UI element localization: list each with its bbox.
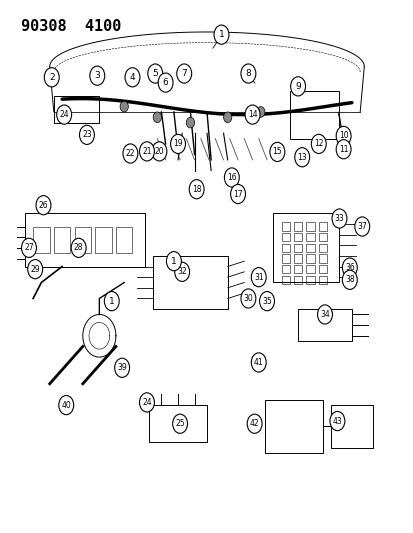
Text: 34: 34 [319, 310, 329, 319]
Circle shape [214, 25, 228, 44]
Text: 18: 18 [192, 185, 201, 193]
Text: 90308  4100: 90308 4100 [21, 19, 121, 34]
Circle shape [57, 105, 71, 124]
Text: 16: 16 [226, 173, 236, 182]
Text: 35: 35 [261, 297, 271, 305]
Text: 23: 23 [82, 131, 92, 139]
Text: 3: 3 [94, 71, 100, 80]
Circle shape [28, 260, 43, 279]
Text: 6: 6 [162, 78, 168, 87]
Circle shape [342, 258, 356, 277]
Text: 9: 9 [294, 82, 300, 91]
Text: 21: 21 [142, 147, 151, 156]
Circle shape [172, 414, 187, 433]
Text: 22: 22 [126, 149, 135, 158]
Text: 27: 27 [24, 244, 34, 252]
Circle shape [125, 68, 140, 87]
Circle shape [223, 112, 231, 123]
Circle shape [240, 64, 255, 83]
Circle shape [71, 238, 86, 257]
Text: 13: 13 [297, 153, 306, 161]
Circle shape [120, 101, 128, 112]
Text: 41: 41 [253, 358, 263, 367]
Text: 37: 37 [356, 222, 366, 231]
Circle shape [79, 125, 94, 144]
Circle shape [244, 105, 259, 124]
Text: 14: 14 [247, 110, 257, 119]
Circle shape [251, 268, 266, 287]
Circle shape [114, 358, 129, 377]
Circle shape [36, 196, 51, 215]
Circle shape [123, 144, 138, 163]
Text: 40: 40 [61, 401, 71, 409]
Text: 31: 31 [253, 273, 263, 281]
Circle shape [153, 112, 161, 123]
Circle shape [21, 238, 36, 257]
Circle shape [166, 252, 181, 271]
Circle shape [290, 77, 305, 96]
Circle shape [147, 64, 162, 83]
Text: 2: 2 [49, 73, 55, 82]
Circle shape [139, 142, 154, 161]
Circle shape [224, 168, 239, 187]
Text: 15: 15 [272, 148, 282, 156]
Circle shape [189, 180, 204, 199]
Text: 5: 5 [152, 69, 158, 78]
Text: 38: 38 [344, 276, 354, 284]
Text: 28: 28 [74, 244, 83, 252]
Circle shape [104, 292, 119, 311]
Text: 25: 25 [175, 419, 185, 428]
Circle shape [335, 126, 350, 146]
Circle shape [186, 117, 194, 128]
Text: 12: 12 [313, 140, 323, 148]
Text: 29: 29 [30, 265, 40, 273]
Circle shape [294, 148, 309, 167]
Circle shape [139, 393, 154, 412]
Circle shape [317, 305, 332, 324]
Circle shape [176, 64, 191, 83]
Circle shape [354, 217, 369, 236]
Text: 26: 26 [38, 201, 48, 209]
Circle shape [174, 262, 189, 281]
Circle shape [247, 414, 261, 433]
Text: 30: 30 [243, 294, 253, 303]
Circle shape [170, 134, 185, 154]
Circle shape [90, 66, 104, 85]
Circle shape [259, 292, 274, 311]
Circle shape [342, 270, 356, 289]
Text: 10: 10 [338, 132, 348, 140]
Text: 1: 1 [109, 297, 114, 305]
Circle shape [331, 209, 346, 228]
Text: 36: 36 [344, 263, 354, 272]
Text: 20: 20 [154, 147, 164, 156]
Text: 42: 42 [249, 419, 259, 428]
Circle shape [251, 353, 266, 372]
Text: 11: 11 [338, 145, 347, 154]
Circle shape [158, 73, 173, 92]
Circle shape [44, 68, 59, 87]
Text: 33: 33 [334, 214, 344, 223]
Circle shape [152, 142, 166, 161]
Text: 17: 17 [233, 190, 242, 198]
Text: 1: 1 [218, 30, 224, 39]
Circle shape [269, 142, 284, 161]
Circle shape [256, 107, 264, 117]
Text: 7: 7 [181, 69, 187, 78]
Text: 24: 24 [59, 110, 69, 119]
Circle shape [240, 289, 255, 308]
Circle shape [329, 411, 344, 431]
Text: 43: 43 [332, 417, 342, 425]
Text: 24: 24 [142, 398, 152, 407]
Text: 1: 1 [171, 257, 176, 265]
Text: 39: 39 [117, 364, 127, 372]
Text: 8: 8 [245, 69, 251, 78]
Text: 19: 19 [173, 140, 183, 148]
Circle shape [59, 395, 74, 415]
Circle shape [335, 140, 350, 159]
Circle shape [230, 184, 245, 204]
Text: 4: 4 [129, 73, 135, 82]
Circle shape [311, 134, 325, 154]
Text: 32: 32 [177, 268, 187, 276]
